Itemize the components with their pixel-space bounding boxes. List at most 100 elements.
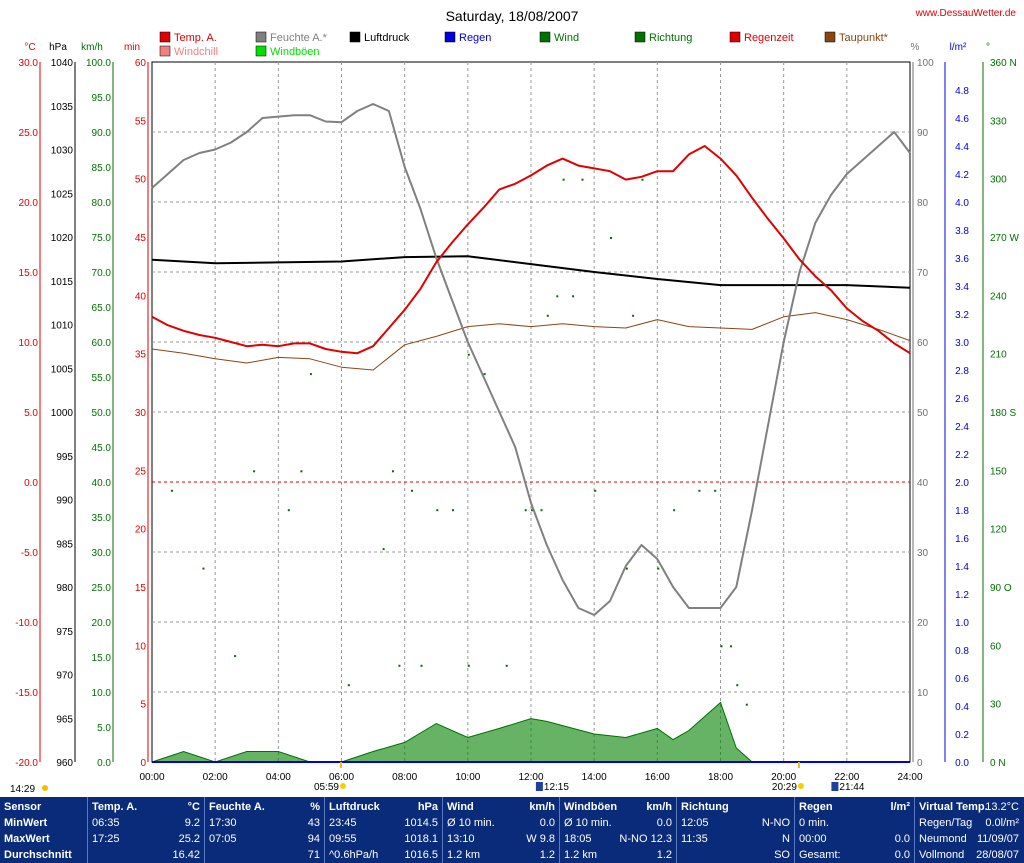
- table-cell: 12:05: [681, 817, 709, 829]
- tick-minutes: 40: [135, 291, 147, 302]
- tick-minutes: 25: [135, 466, 147, 477]
- table-col: Luftdruck hPa 23:45 1014.5 09:55 1018.1 ^0.6hP…: [325, 797, 443, 863]
- table-col: Regen l/m² 0 min. 00:00 0.0 Gesamt: 0.0: [795, 797, 915, 863]
- tick-pressure: 995: [56, 452, 73, 463]
- richtung-point: [309, 373, 312, 376]
- richtung-point: [625, 567, 628, 570]
- tick-pressure: 1020: [51, 233, 74, 244]
- table-cell: 07:05: [209, 833, 237, 845]
- tick-pressure: 1015: [51, 277, 74, 288]
- unit-rain: l/m²: [950, 42, 967, 53]
- tick-wind: 90.0: [92, 128, 112, 139]
- table-cell: W 9.8: [526, 833, 555, 845]
- tick-rain: 3.8: [955, 226, 969, 237]
- tick-temp: -15.0: [15, 688, 38, 699]
- tick-wind: 5.0: [97, 723, 111, 734]
- richtung-point: [531, 509, 533, 512]
- table-row: 00:00 0.0: [795, 831, 914, 847]
- tick-rain: 2.2: [955, 450, 969, 461]
- tick-humidity: 20: [917, 618, 929, 629]
- tick-pressure: 1035: [51, 102, 74, 113]
- tick-time: 20:00: [771, 772, 796, 783]
- table-col: Feuchte A.% 17:30 43 07:05 94 71: [205, 797, 325, 863]
- table-cell: 1018.1: [404, 833, 438, 845]
- table-cell: MaxWert: [4, 833, 50, 845]
- richtung-point: [730, 645, 732, 648]
- tick-pressure: 975: [56, 627, 73, 638]
- table-row: Ø 10 min. 0.0: [560, 815, 676, 831]
- richtung-point: [562, 178, 565, 181]
- table-cell: 1.2 km: [447, 849, 481, 861]
- table-cell: 1.2: [539, 849, 555, 861]
- richtung-point: [641, 178, 644, 181]
- table-row: 07:05 94: [205, 831, 324, 847]
- tick-minutes: 35: [135, 350, 147, 361]
- tick-rain: 2.8: [955, 366, 969, 377]
- table-cell: 1.2 km: [564, 849, 598, 861]
- legend-swatch: [159, 31, 171, 43]
- tick-minutes: 10: [135, 641, 147, 652]
- tick-direction: 0 N: [990, 758, 1006, 769]
- tick-time: 14:00: [582, 772, 607, 783]
- table-row: Feuchte A.%: [205, 799, 324, 815]
- table-cell: 43: [307, 817, 320, 829]
- tick-humidity: 0: [917, 758, 923, 769]
- astro-sunset: 20:29: [772, 782, 797, 793]
- table-cell: 1.2: [656, 849, 672, 861]
- tick-wind: 65.0: [92, 303, 112, 314]
- table-col: Wind km/h Ø 10 min. 0.0 13:10 W 9.8 1.2 km 1.2: [443, 797, 560, 863]
- legend-label: Feuchte A.*: [270, 32, 328, 44]
- legend-swatch: [729, 31, 741, 43]
- tick-wind: 100.0: [86, 58, 111, 69]
- tick-direction: 330: [990, 116, 1007, 127]
- tick-time: 08:00: [392, 772, 417, 783]
- tick-wind: 70.0: [92, 268, 112, 279]
- tick-temp: 0.0: [24, 478, 38, 489]
- tick-rain: 4.0: [955, 198, 969, 209]
- legend-label: Regenzeit: [744, 32, 794, 44]
- tick-pressure: 1010: [51, 321, 74, 332]
- legend-label: Richtung: [649, 32, 692, 44]
- table-col: Virtual Temp. 13.2°C Regen/Tag 0.0l/m² Neumo…: [915, 797, 1023, 863]
- table-row: Ø 10 min. 0.0: [443, 815, 559, 831]
- richtung-point: [300, 470, 303, 473]
- table-row: Temp. A. °C: [88, 799, 204, 815]
- table-cell: Windböen: [564, 801, 618, 813]
- table-row: ^0.6hPa/h 1016.5: [325, 847, 442, 863]
- legend-swatch: [539, 31, 551, 43]
- tick-humidity: 90: [917, 128, 929, 139]
- tick-minutes: 60: [135, 58, 147, 69]
- tick-direction: 30: [990, 700, 1002, 711]
- tick-humidity: 100: [917, 58, 934, 69]
- tick-minutes: 50: [135, 175, 147, 186]
- tick-temp: -5.0: [21, 548, 39, 559]
- table-cell: 25.2: [178, 833, 200, 845]
- tick-time: 22:00: [834, 772, 859, 783]
- legend-swatch: [255, 45, 267, 57]
- table-cell: Richtung: [681, 801, 729, 813]
- table-cell: 0.0: [894, 849, 910, 861]
- legend-label: Taupunkt*: [839, 32, 889, 44]
- astro-moon-noon: 12:15: [544, 782, 569, 793]
- richtung-point: [398, 664, 401, 667]
- table-cell: 00:00: [799, 833, 827, 845]
- table-cell: Regen/Tag: [919, 817, 973, 829]
- table-cell: Luftdruck: [329, 801, 380, 813]
- table-cell: Ø 10 min.: [564, 817, 612, 829]
- tick-pressure: 990: [56, 496, 73, 507]
- richtung-point: [452, 509, 454, 512]
- table-row: Regen/Tag 0.0l/m²: [915, 815, 1023, 831]
- table-cell: Ø 10 min.: [447, 817, 495, 829]
- richtung-point: [436, 509, 439, 512]
- tick-minutes: 5: [140, 700, 146, 711]
- table-cell: hPa: [417, 801, 438, 813]
- site-link[interactable]: www.DessauWetter.de: [915, 8, 1017, 19]
- axes: 30.0 25.0 20.0 15.0 10.0 5.0 0.0 -5.0 -10.0 -15.0…: [15, 58, 1019, 783]
- unit-direction: °: [986, 42, 990, 53]
- table-cell: N-NO 12.3: [619, 833, 672, 845]
- table-row: 12:05 N-NO: [677, 815, 794, 831]
- table-cell: 0.0l/m²: [985, 817, 1019, 829]
- legend-label: Windböen: [270, 46, 320, 58]
- legend-label: Wind: [554, 32, 579, 44]
